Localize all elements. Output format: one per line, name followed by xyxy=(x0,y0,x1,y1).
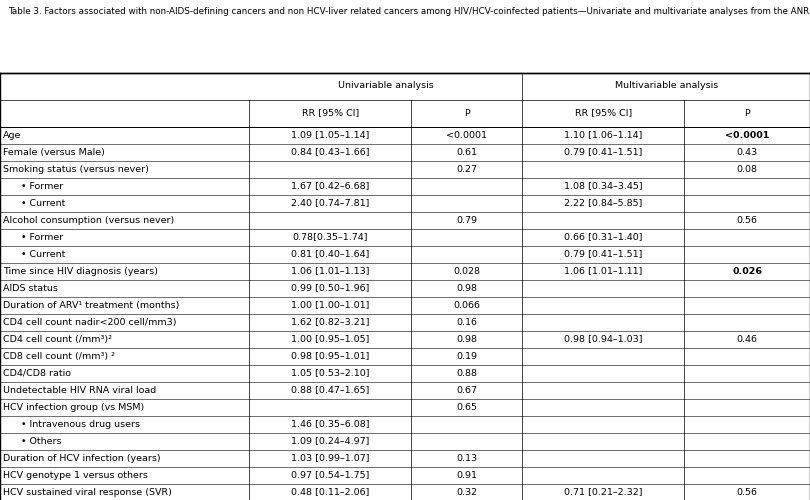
Text: • Former: • Former xyxy=(15,232,63,241)
Text: 0.61: 0.61 xyxy=(457,148,477,156)
Text: 0.81 [0.40–1.64]: 0.81 [0.40–1.64] xyxy=(292,250,369,258)
Text: 0.98 [0.94–1.03]: 0.98 [0.94–1.03] xyxy=(565,334,642,344)
Text: Multivariable analysis: Multivariable analysis xyxy=(615,82,718,90)
Text: 0.19: 0.19 xyxy=(457,352,477,360)
Text: Univariable analysis: Univariable analysis xyxy=(338,82,434,90)
Text: 0.08: 0.08 xyxy=(737,164,757,173)
Text: 0.91: 0.91 xyxy=(457,470,477,480)
Text: 1.00 [1.00–1.01]: 1.00 [1.00–1.01] xyxy=(292,300,369,310)
Text: Time since HIV diagnosis (years): Time since HIV diagnosis (years) xyxy=(3,266,158,276)
Text: • Others: • Others xyxy=(15,436,61,446)
Text: 1.06 [1.01–1.13]: 1.06 [1.01–1.13] xyxy=(292,266,369,276)
Text: P: P xyxy=(744,108,750,118)
Text: Female (versus Male): Female (versus Male) xyxy=(3,148,105,156)
Text: 2.22 [0.84–5.85]: 2.22 [0.84–5.85] xyxy=(565,198,642,207)
Text: • Current: • Current xyxy=(15,250,65,258)
Text: 1.06 [1.01–1.11]: 1.06 [1.01–1.11] xyxy=(565,266,642,276)
Text: 0.48 [0.11–2.06]: 0.48 [0.11–2.06] xyxy=(292,488,369,496)
Text: 0.79 [0.41–1.51]: 0.79 [0.41–1.51] xyxy=(565,148,642,156)
Text: • Intravenous drug users: • Intravenous drug users xyxy=(15,420,139,428)
Text: 0.98 [0.95–1.01]: 0.98 [0.95–1.01] xyxy=(292,352,369,360)
Text: 0.028: 0.028 xyxy=(454,266,480,276)
Text: HCV genotype 1 versus others: HCV genotype 1 versus others xyxy=(3,470,148,480)
Text: 0.78[0.35–1.74]: 0.78[0.35–1.74] xyxy=(292,232,369,241)
Text: • Former: • Former xyxy=(15,182,63,190)
Text: 1.00 [0.95–1.05]: 1.00 [0.95–1.05] xyxy=(292,334,369,344)
Text: HCV infection group (vs MSM): HCV infection group (vs MSM) xyxy=(3,402,144,411)
Text: <0.0001: <0.0001 xyxy=(725,130,770,140)
Text: 1.08 [0.34–3.45]: 1.08 [0.34–3.45] xyxy=(564,182,643,190)
Text: • Current: • Current xyxy=(15,198,65,207)
Text: 0.56: 0.56 xyxy=(737,216,757,224)
Text: 1.09 [1.05–1.14]: 1.09 [1.05–1.14] xyxy=(292,130,369,140)
Text: RR [95% CI]: RR [95% CI] xyxy=(302,108,359,118)
Text: 0.79: 0.79 xyxy=(457,216,477,224)
Text: 1.09 [0.24–4.97]: 1.09 [0.24–4.97] xyxy=(292,436,369,446)
Text: 1.62 [0.82–3.21]: 1.62 [0.82–3.21] xyxy=(292,318,369,326)
Text: Undetectable HIV RNA viral load: Undetectable HIV RNA viral load xyxy=(3,386,156,394)
Text: RR [95% CI]: RR [95% CI] xyxy=(575,108,632,118)
Text: 0.13: 0.13 xyxy=(456,454,478,462)
Text: 2.40 [0.74–7.81]: 2.40 [0.74–7.81] xyxy=(292,198,369,207)
Text: CD4 cell count nadir<200 cell/mm3): CD4 cell count nadir<200 cell/mm3) xyxy=(3,318,177,326)
Text: Age: Age xyxy=(3,130,22,140)
Text: CD8 cell count (/mm³) ²: CD8 cell count (/mm³) ² xyxy=(3,352,115,360)
Text: 0.99 [0.50–1.96]: 0.99 [0.50–1.96] xyxy=(292,284,369,292)
Text: 0.46: 0.46 xyxy=(737,334,757,344)
Text: 0.71 [0.21–2.32]: 0.71 [0.21–2.32] xyxy=(565,488,642,496)
Text: HCV sustained viral response (SVR): HCV sustained viral response (SVR) xyxy=(3,488,172,496)
Text: 0.16: 0.16 xyxy=(457,318,477,326)
Text: 0.43: 0.43 xyxy=(736,148,758,156)
Text: 0.98: 0.98 xyxy=(457,334,477,344)
Text: 1.10 [1.06–1.14]: 1.10 [1.06–1.14] xyxy=(565,130,642,140)
Text: CD4 cell count (/mm³)²: CD4 cell count (/mm³)² xyxy=(3,334,113,344)
Text: CD4/CD8 ratio: CD4/CD8 ratio xyxy=(3,368,71,378)
Text: 1.05 [0.53–2.10]: 1.05 [0.53–2.10] xyxy=(292,368,369,378)
Text: Duration of HCV infection (years): Duration of HCV infection (years) xyxy=(3,454,161,462)
Text: 0.32: 0.32 xyxy=(456,488,478,496)
Text: 0.88 [0.47–1.65]: 0.88 [0.47–1.65] xyxy=(292,386,369,394)
Text: 1.46 [0.35–6.08]: 1.46 [0.35–6.08] xyxy=(292,420,369,428)
Text: <0.0001: <0.0001 xyxy=(446,130,488,140)
Text: 0.79 [0.41–1.51]: 0.79 [0.41–1.51] xyxy=(565,250,642,258)
Text: 0.88: 0.88 xyxy=(457,368,477,378)
Text: 0.27: 0.27 xyxy=(457,164,477,173)
Text: AIDS status: AIDS status xyxy=(3,284,58,292)
Text: 0.66 [0.31–1.40]: 0.66 [0.31–1.40] xyxy=(565,232,642,241)
Text: 0.066: 0.066 xyxy=(454,300,480,310)
Text: P: P xyxy=(464,108,470,118)
Text: 1.67 [0.42–6.68]: 1.67 [0.42–6.68] xyxy=(292,182,369,190)
Text: Alcohol consumption (versus never): Alcohol consumption (versus never) xyxy=(3,216,174,224)
Text: Smoking status (versus never): Smoking status (versus never) xyxy=(3,164,149,173)
Text: 1.03 [0.99–1.07]: 1.03 [0.99–1.07] xyxy=(292,454,369,462)
Text: 0.56: 0.56 xyxy=(737,488,757,496)
Text: 0.97 [0.54–1.75]: 0.97 [0.54–1.75] xyxy=(292,470,369,480)
Text: 0.98: 0.98 xyxy=(457,284,477,292)
Text: 0.026: 0.026 xyxy=(732,266,762,276)
Text: Table 3. Factors associated with non-AIDS-defining cancers and non HCV-liver rel: Table 3. Factors associated with non-AID… xyxy=(8,8,810,16)
Text: 0.67: 0.67 xyxy=(457,386,477,394)
Text: Duration of ARV¹ treatment (months): Duration of ARV¹ treatment (months) xyxy=(3,300,180,310)
Text: 0.65: 0.65 xyxy=(457,402,477,411)
Text: 0.84 [0.43–1.66]: 0.84 [0.43–1.66] xyxy=(292,148,369,156)
